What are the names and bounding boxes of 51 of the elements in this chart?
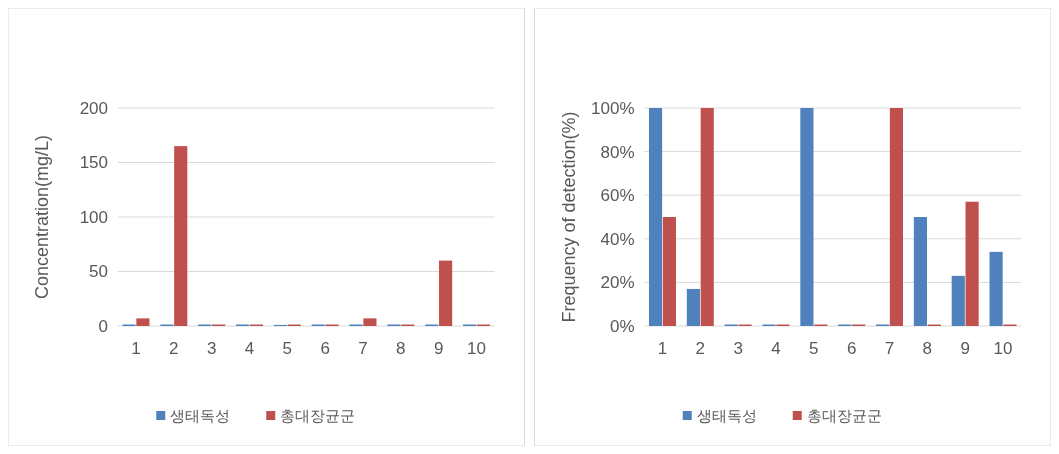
bar (662, 217, 676, 326)
bar (363, 318, 377, 326)
bar (913, 217, 927, 326)
bar (686, 288, 700, 326)
y-tick-label: 200 (79, 98, 108, 118)
y-tick-label: 0% (609, 316, 635, 336)
x-tick-label: 9 (960, 339, 970, 358)
bar (951, 275, 965, 326)
y-axis-title: Concentration(mg/L) (32, 134, 52, 300)
x-tick-label: 4 (244, 339, 255, 358)
bar (800, 108, 814, 326)
legend-label: 생태독성 (170, 407, 231, 425)
x-tick-label: 4 (771, 339, 781, 358)
y-tick-label: 100% (591, 98, 635, 118)
x-tick-label: 5 (282, 339, 293, 358)
bar (989, 251, 1003, 326)
x-tick-label: 3 (733, 339, 743, 358)
x-tick-label: 2 (169, 339, 179, 358)
x-tick-label: 10 (993, 339, 1013, 358)
legend-label: 생태독성 (696, 407, 757, 425)
bar (136, 318, 150, 326)
y-tick-label: 0 (98, 316, 108, 336)
y-tick-label: 40% (600, 229, 635, 249)
x-tick-label: 7 (884, 339, 895, 358)
y-tick-label: 20% (600, 273, 635, 293)
x-tick-label: 1 (131, 339, 141, 358)
y-tick-label: 50 (89, 262, 108, 282)
bar (439, 260, 453, 326)
x-tick-label: 8 (396, 339, 406, 358)
x-tick-label: 2 (695, 339, 706, 358)
x-tick-label: 10 (467, 339, 486, 358)
x-tick-label: 8 (922, 339, 933, 358)
x-tick-label: 7 (358, 339, 368, 358)
x-tick-label: 1 (657, 339, 668, 358)
x-tick-label: 3 (206, 339, 217, 358)
bar (700, 108, 714, 326)
y-tick-label: 100 (79, 207, 108, 227)
bar (174, 146, 188, 326)
bar (965, 201, 979, 326)
legend-label: 총대장균군 (806, 407, 882, 425)
bar (648, 108, 663, 326)
x-tick-label: 9 (433, 339, 444, 358)
y-tick-label: 150 (79, 153, 108, 173)
bar (889, 108, 904, 326)
x-tick-label: 5 (809, 339, 819, 358)
y-tick-label: 80% (600, 142, 635, 162)
y-axis-title: Frequency of detection(%) (558, 111, 579, 323)
x-tick-label: 6 (320, 339, 330, 358)
legend-label: 총대장균군 (280, 407, 356, 425)
y-tick-label: 60% (600, 186, 635, 206)
x-tick-label: 6 (846, 339, 857, 358)
